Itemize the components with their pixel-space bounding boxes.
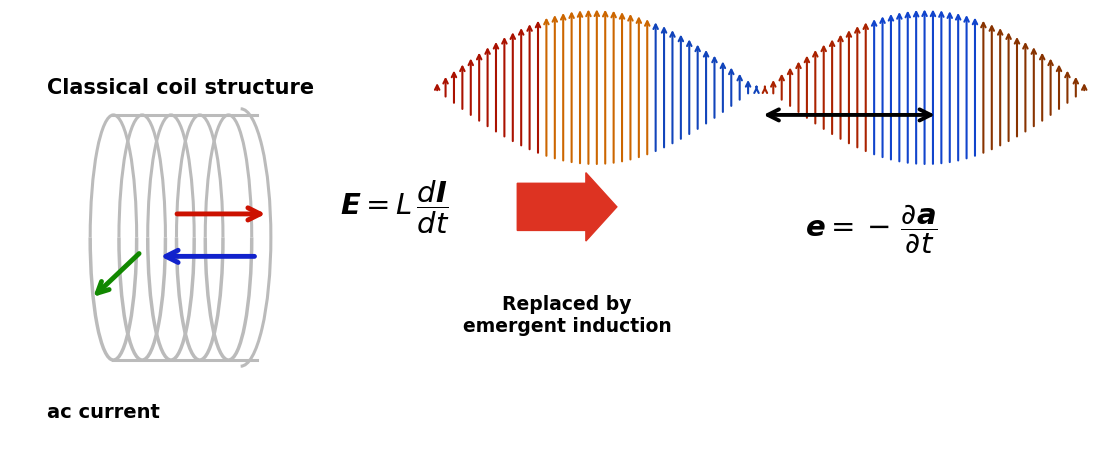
Text: $\boldsymbol{e} = -\,\dfrac{\partial \boldsymbol{a}}{\partial t}$: $\boldsymbol{e} = -\,\dfrac{\partial \bo… xyxy=(805,202,937,255)
Text: Replaced by
emergent induction: Replaced by emergent induction xyxy=(463,295,672,336)
Text: ac current: ac current xyxy=(47,403,160,422)
FancyArrow shape xyxy=(517,173,617,241)
Text: Classical coil structure: Classical coil structure xyxy=(47,78,315,98)
Text: $\boldsymbol{E} = L\,\dfrac{d\boldsymbol{I}}{dt}$: $\boldsymbol{E} = L\,\dfrac{d\boldsymbol… xyxy=(340,179,449,236)
